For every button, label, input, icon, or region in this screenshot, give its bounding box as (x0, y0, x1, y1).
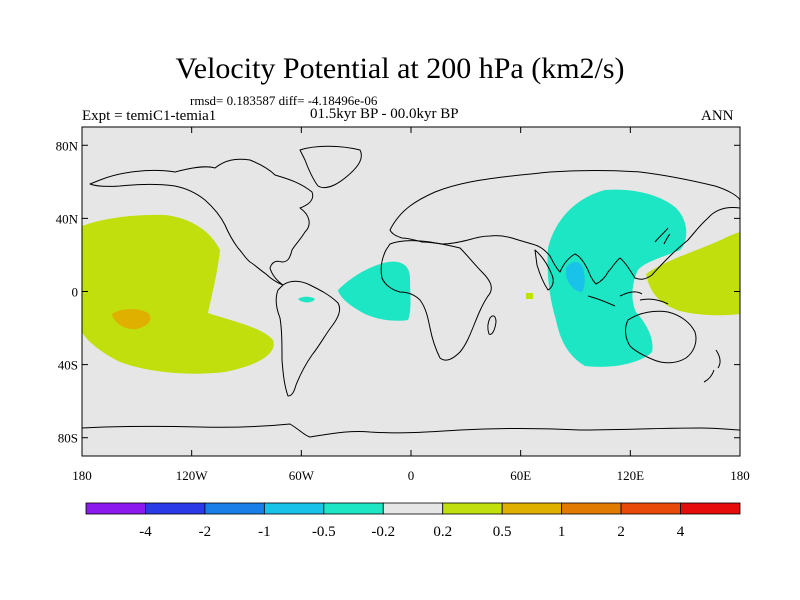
coastlines (82, 145, 740, 438)
coastline-japan (654, 227, 671, 245)
contour-atlantic-negative (338, 261, 411, 321)
contour-asia-negative (547, 189, 687, 367)
colorbar-label: 1 (558, 524, 566, 540)
colorbar-swatch (620, 502, 681, 515)
coastline-antarctica (82, 423, 740, 438)
coastline-madagascar (487, 315, 497, 335)
experiment-label: Expt = temiC1-temia1 (82, 108, 217, 124)
colorbar-swatch (680, 502, 741, 515)
contour-indian-ocean-positive (526, 293, 533, 299)
x-tick-label: 180 (72, 468, 92, 483)
colorbar-swatch (501, 502, 563, 515)
plot-title: Velocity Potential at 200 hPa (km2/s) (175, 52, 625, 85)
coastline-south-america (275, 280, 341, 397)
coastline-australia (625, 310, 697, 364)
stats-label: rmsd= 0.183587 diff= -4.18496e-06 (190, 93, 378, 108)
coastline-africa (380, 240, 492, 361)
coastline-india (534, 249, 554, 291)
contour-amazon-negative (298, 296, 315, 303)
season-label: ANN (701, 108, 734, 124)
colorbar-swatch (561, 502, 622, 515)
y-axis: 80N 40N 0 40S 80S (56, 138, 740, 446)
colorbar-label: 4 (677, 524, 685, 540)
y-tick-label: 0 (72, 285, 79, 300)
contour-east-pacific-core (112, 308, 151, 330)
colorbar-swatch (442, 502, 503, 515)
x-tick-label: 180 (730, 468, 750, 483)
colorbar-swatch (85, 502, 146, 515)
colorbar-label: -1 (258, 524, 271, 540)
coastline-north-america (89, 158, 314, 286)
x-tick-label: 120E (617, 468, 645, 483)
colorbar-label: -0.2 (371, 524, 395, 540)
colorbar-label: -4 (139, 524, 152, 540)
colorbar-label: 0.2 (433, 524, 452, 540)
colorbar: -4 -2 -1 -0.5 -0.2 0.2 0.5 1 2 4 (85, 502, 741, 540)
y-tick-label: 40N (56, 211, 79, 226)
colorbar-label: -0.5 (312, 524, 336, 540)
period-label: 01.5kyr BP - 00.0kyr BP (310, 106, 459, 122)
colorbar-swatch (323, 502, 384, 515)
coastline-se-asia-islands (587, 291, 669, 307)
colorbar-swatch (204, 502, 265, 515)
colorbar-label: 2 (617, 524, 625, 540)
colorbar-swatch (382, 502, 444, 515)
colorbar-label: 0.5 (493, 524, 512, 540)
coastline-new-zealand (703, 349, 721, 383)
contour-west-pacific-positive (646, 232, 740, 316)
contour-east-pacific-positive (82, 214, 274, 374)
x-tick-label: 0 (408, 468, 415, 483)
y-tick-label: 80S (58, 431, 78, 446)
colorbar-label: -2 (199, 524, 212, 540)
y-tick-label: 40S (58, 358, 78, 373)
coastline-eurasia (389, 170, 740, 285)
contour-fills (82, 189, 740, 374)
colorbar-swatch (145, 502, 206, 515)
contour-asia-core (566, 262, 585, 292)
y-tick-label: 80N (56, 138, 79, 153)
x-tick-label: 60E (510, 468, 531, 483)
x-tick-label: 60W (289, 468, 315, 483)
x-axis: 180 120W 60W 0 60E 120E 180 (72, 127, 750, 483)
coastline-greenland (299, 145, 362, 189)
x-tick-label: 120W (176, 468, 209, 483)
colorbar-swatch (263, 502, 325, 515)
